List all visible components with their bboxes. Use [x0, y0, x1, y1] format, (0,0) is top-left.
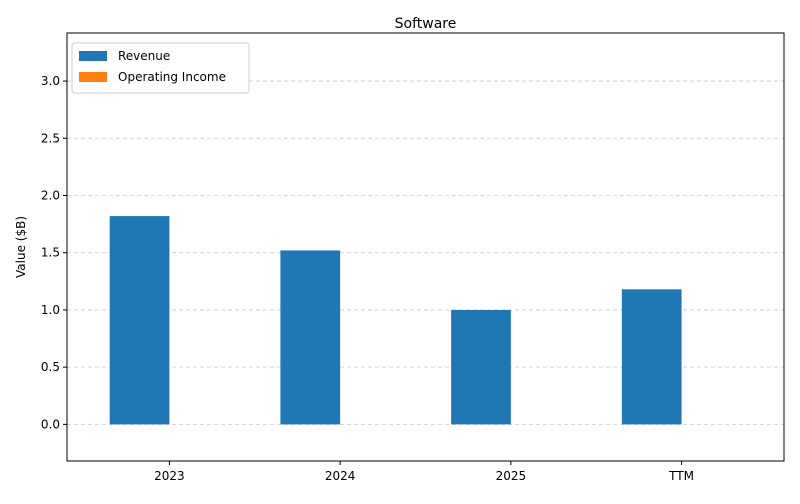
chart-title: Software — [395, 16, 457, 32]
x-tick-label: 2025 — [496, 469, 527, 483]
x-tick-label: 2023 — [154, 469, 185, 483]
x-tick-label: 2024 — [325, 469, 356, 483]
y-tick-label: 1.5 — [41, 246, 60, 260]
legend-swatch-operating-income — [79, 72, 107, 82]
plot-frame — [66, 32, 785, 462]
y-tick-label: 2.5 — [41, 131, 60, 145]
bar-revenue — [109, 216, 170, 425]
y-tick-label: 0.0 — [41, 417, 60, 431]
legend-swatch-revenue — [79, 51, 107, 61]
y-tick-label: 0.5 — [41, 360, 60, 374]
bars — [109, 216, 682, 425]
gridlines — [67, 80, 784, 425]
y-tick-label: 3.0 — [41, 74, 60, 88]
x-tick-label: TTM — [668, 469, 694, 483]
y-axis-ticks: 0.0 0.5 1.0 1.5 2.0 2.5 3.0 — [41, 74, 67, 431]
bar-revenue — [621, 289, 682, 425]
legend-label-operating-income: Operating Income — [118, 70, 226, 84]
y-tick-label: 2.0 — [41, 189, 60, 203]
y-axis-label: Value ($B) — [14, 216, 28, 278]
bar-revenue — [451, 309, 511, 425]
y-tick-label: 1.0 — [41, 303, 60, 317]
x-axis-ticks: 2023 2024 2025 TTM — [154, 461, 694, 483]
bar-revenue — [280, 250, 341, 425]
legend-box — [71, 42, 250, 94]
legend-label-revenue: Revenue — [118, 49, 170, 63]
legend: Revenue Operating Income — [71, 42, 250, 94]
